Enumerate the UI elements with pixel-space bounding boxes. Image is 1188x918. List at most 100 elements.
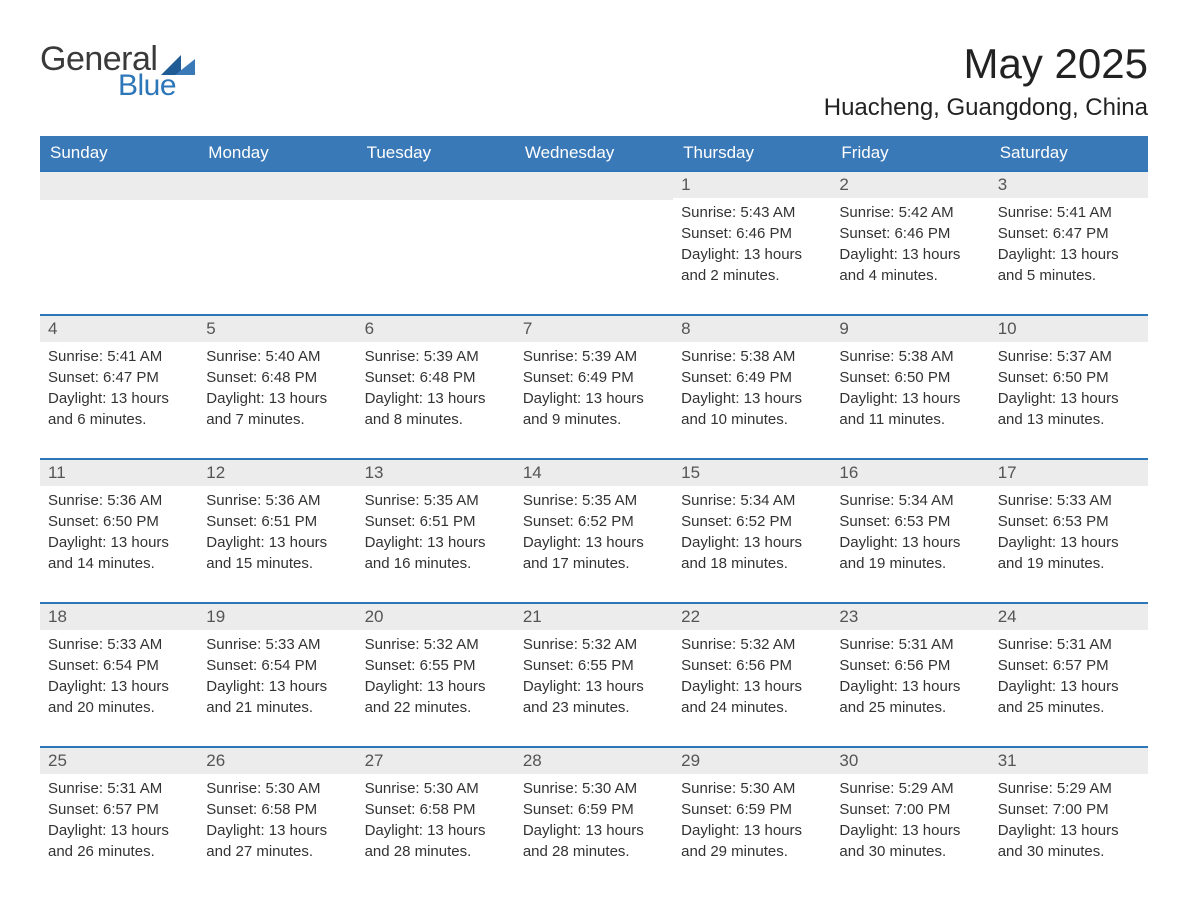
sunset-line: Sunset: 6:53 PM	[998, 511, 1140, 532]
day-cell: 25Sunrise: 5:31 AMSunset: 6:57 PMDayligh…	[40, 748, 198, 876]
daylight-line: Daylight: 13 hours and 27 minutes.	[206, 820, 348, 862]
day-cell: 8Sunrise: 5:38 AMSunset: 6:49 PMDaylight…	[673, 316, 831, 444]
daylight-line: Daylight: 13 hours and 9 minutes.	[523, 388, 665, 430]
day-body: Sunrise: 5:30 AMSunset: 6:58 PMDaylight:…	[198, 774, 356, 870]
day-body: Sunrise: 5:30 AMSunset: 6:59 PMDaylight:…	[673, 774, 831, 870]
day-body: Sunrise: 5:41 AMSunset: 6:47 PMDaylight:…	[40, 342, 198, 438]
day-cell: 19Sunrise: 5:33 AMSunset: 6:54 PMDayligh…	[198, 604, 356, 732]
sunset-line: Sunset: 6:46 PM	[681, 223, 823, 244]
day-body: Sunrise: 5:42 AMSunset: 6:46 PMDaylight:…	[831, 198, 989, 294]
sunrise-line: Sunrise: 5:32 AM	[523, 634, 665, 655]
daylight-line: Daylight: 13 hours and 13 minutes.	[998, 388, 1140, 430]
day-number: 1	[673, 172, 831, 198]
sunset-line: Sunset: 6:52 PM	[523, 511, 665, 532]
day-cell: 11Sunrise: 5:36 AMSunset: 6:50 PMDayligh…	[40, 460, 198, 588]
day-body: Sunrise: 5:30 AMSunset: 6:58 PMDaylight:…	[357, 774, 515, 870]
daylight-line: Daylight: 13 hours and 8 minutes.	[365, 388, 507, 430]
day-cell: 13Sunrise: 5:35 AMSunset: 6:51 PMDayligh…	[357, 460, 515, 588]
sunrise-line: Sunrise: 5:40 AM	[206, 346, 348, 367]
daylight-line: Daylight: 13 hours and 4 minutes.	[839, 244, 981, 286]
day-cell	[357, 172, 515, 300]
sunrise-line: Sunrise: 5:31 AM	[48, 778, 190, 799]
day-body: Sunrise: 5:41 AMSunset: 6:47 PMDaylight:…	[990, 198, 1148, 294]
sunset-line: Sunset: 6:48 PM	[206, 367, 348, 388]
daylight-line: Daylight: 13 hours and 6 minutes.	[48, 388, 190, 430]
day-cell: 23Sunrise: 5:31 AMSunset: 6:56 PMDayligh…	[831, 604, 989, 732]
sunset-line: Sunset: 6:49 PM	[523, 367, 665, 388]
sunset-line: Sunset: 6:52 PM	[681, 511, 823, 532]
empty-day-header	[198, 172, 356, 200]
weekday-cell: Wednesday	[515, 136, 673, 170]
day-number: 2	[831, 172, 989, 198]
day-cell: 27Sunrise: 5:30 AMSunset: 6:58 PMDayligh…	[357, 748, 515, 876]
day-cell: 16Sunrise: 5:34 AMSunset: 6:53 PMDayligh…	[831, 460, 989, 588]
daylight-line: Daylight: 13 hours and 19 minutes.	[998, 532, 1140, 574]
day-body: Sunrise: 5:39 AMSunset: 6:49 PMDaylight:…	[515, 342, 673, 438]
day-body: Sunrise: 5:33 AMSunset: 6:54 PMDaylight:…	[40, 630, 198, 726]
day-number: 28	[515, 748, 673, 774]
day-number: 9	[831, 316, 989, 342]
daylight-line: Daylight: 13 hours and 30 minutes.	[998, 820, 1140, 862]
daylight-line: Daylight: 13 hours and 22 minutes.	[365, 676, 507, 718]
day-body: Sunrise: 5:38 AMSunset: 6:49 PMDaylight:…	[673, 342, 831, 438]
day-number: 22	[673, 604, 831, 630]
day-number: 20	[357, 604, 515, 630]
sunset-line: Sunset: 6:54 PM	[206, 655, 348, 676]
day-body: Sunrise: 5:33 AMSunset: 6:54 PMDaylight:…	[198, 630, 356, 726]
day-cell: 6Sunrise: 5:39 AMSunset: 6:48 PMDaylight…	[357, 316, 515, 444]
week-row: 11Sunrise: 5:36 AMSunset: 6:50 PMDayligh…	[40, 458, 1148, 588]
day-number: 18	[40, 604, 198, 630]
day-number: 7	[515, 316, 673, 342]
daylight-line: Daylight: 13 hours and 18 minutes.	[681, 532, 823, 574]
day-number: 24	[990, 604, 1148, 630]
day-number: 13	[357, 460, 515, 486]
location-text: Huacheng, Guangdong, China	[824, 94, 1148, 122]
day-cell: 7Sunrise: 5:39 AMSunset: 6:49 PMDaylight…	[515, 316, 673, 444]
sunset-line: Sunset: 6:51 PM	[206, 511, 348, 532]
day-cell: 29Sunrise: 5:30 AMSunset: 6:59 PMDayligh…	[673, 748, 831, 876]
day-cell: 1Sunrise: 5:43 AMSunset: 6:46 PMDaylight…	[673, 172, 831, 300]
sunrise-line: Sunrise: 5:39 AM	[523, 346, 665, 367]
day-number: 16	[831, 460, 989, 486]
sunset-line: Sunset: 6:59 PM	[523, 799, 665, 820]
daylight-line: Daylight: 13 hours and 20 minutes.	[48, 676, 190, 718]
sunrise-line: Sunrise: 5:31 AM	[998, 634, 1140, 655]
day-cell: 17Sunrise: 5:33 AMSunset: 6:53 PMDayligh…	[990, 460, 1148, 588]
sunset-line: Sunset: 6:46 PM	[839, 223, 981, 244]
day-cell: 30Sunrise: 5:29 AMSunset: 7:00 PMDayligh…	[831, 748, 989, 876]
weekday-cell: Sunday	[40, 136, 198, 170]
day-cell: 31Sunrise: 5:29 AMSunset: 7:00 PMDayligh…	[990, 748, 1148, 876]
sunset-line: Sunset: 6:48 PM	[365, 367, 507, 388]
sunrise-line: Sunrise: 5:32 AM	[681, 634, 823, 655]
sunset-line: Sunset: 6:50 PM	[48, 511, 190, 532]
sunrise-line: Sunrise: 5:38 AM	[839, 346, 981, 367]
sunrise-line: Sunrise: 5:32 AM	[365, 634, 507, 655]
sunrise-line: Sunrise: 5:30 AM	[681, 778, 823, 799]
sunrise-line: Sunrise: 5:43 AM	[681, 202, 823, 223]
day-cell: 4Sunrise: 5:41 AMSunset: 6:47 PMDaylight…	[40, 316, 198, 444]
day-body: Sunrise: 5:34 AMSunset: 6:53 PMDaylight:…	[831, 486, 989, 582]
logo-triangle-icon	[161, 51, 195, 75]
sunset-line: Sunset: 6:51 PM	[365, 511, 507, 532]
day-number: 25	[40, 748, 198, 774]
day-body: Sunrise: 5:32 AMSunset: 6:55 PMDaylight:…	[357, 630, 515, 726]
sunset-line: Sunset: 6:54 PM	[48, 655, 190, 676]
empty-day-header	[515, 172, 673, 200]
sunrise-line: Sunrise: 5:41 AM	[998, 202, 1140, 223]
sunrise-line: Sunrise: 5:39 AM	[365, 346, 507, 367]
daylight-line: Daylight: 13 hours and 25 minutes.	[998, 676, 1140, 718]
day-body: Sunrise: 5:35 AMSunset: 6:52 PMDaylight:…	[515, 486, 673, 582]
day-cell: 28Sunrise: 5:30 AMSunset: 6:59 PMDayligh…	[515, 748, 673, 876]
sunrise-line: Sunrise: 5:36 AM	[48, 490, 190, 511]
daylight-line: Daylight: 13 hours and 24 minutes.	[681, 676, 823, 718]
week-row: 1Sunrise: 5:43 AMSunset: 6:46 PMDaylight…	[40, 170, 1148, 300]
sunrise-line: Sunrise: 5:33 AM	[48, 634, 190, 655]
sunset-line: Sunset: 6:55 PM	[365, 655, 507, 676]
sunset-line: Sunset: 6:49 PM	[681, 367, 823, 388]
day-number: 5	[198, 316, 356, 342]
daylight-line: Daylight: 13 hours and 29 minutes.	[681, 820, 823, 862]
day-number: 12	[198, 460, 356, 486]
day-cell: 20Sunrise: 5:32 AMSunset: 6:55 PMDayligh…	[357, 604, 515, 732]
weekday-header-row: SundayMondayTuesdayWednesdayThursdayFrid…	[40, 136, 1148, 170]
sunrise-line: Sunrise: 5:30 AM	[365, 778, 507, 799]
